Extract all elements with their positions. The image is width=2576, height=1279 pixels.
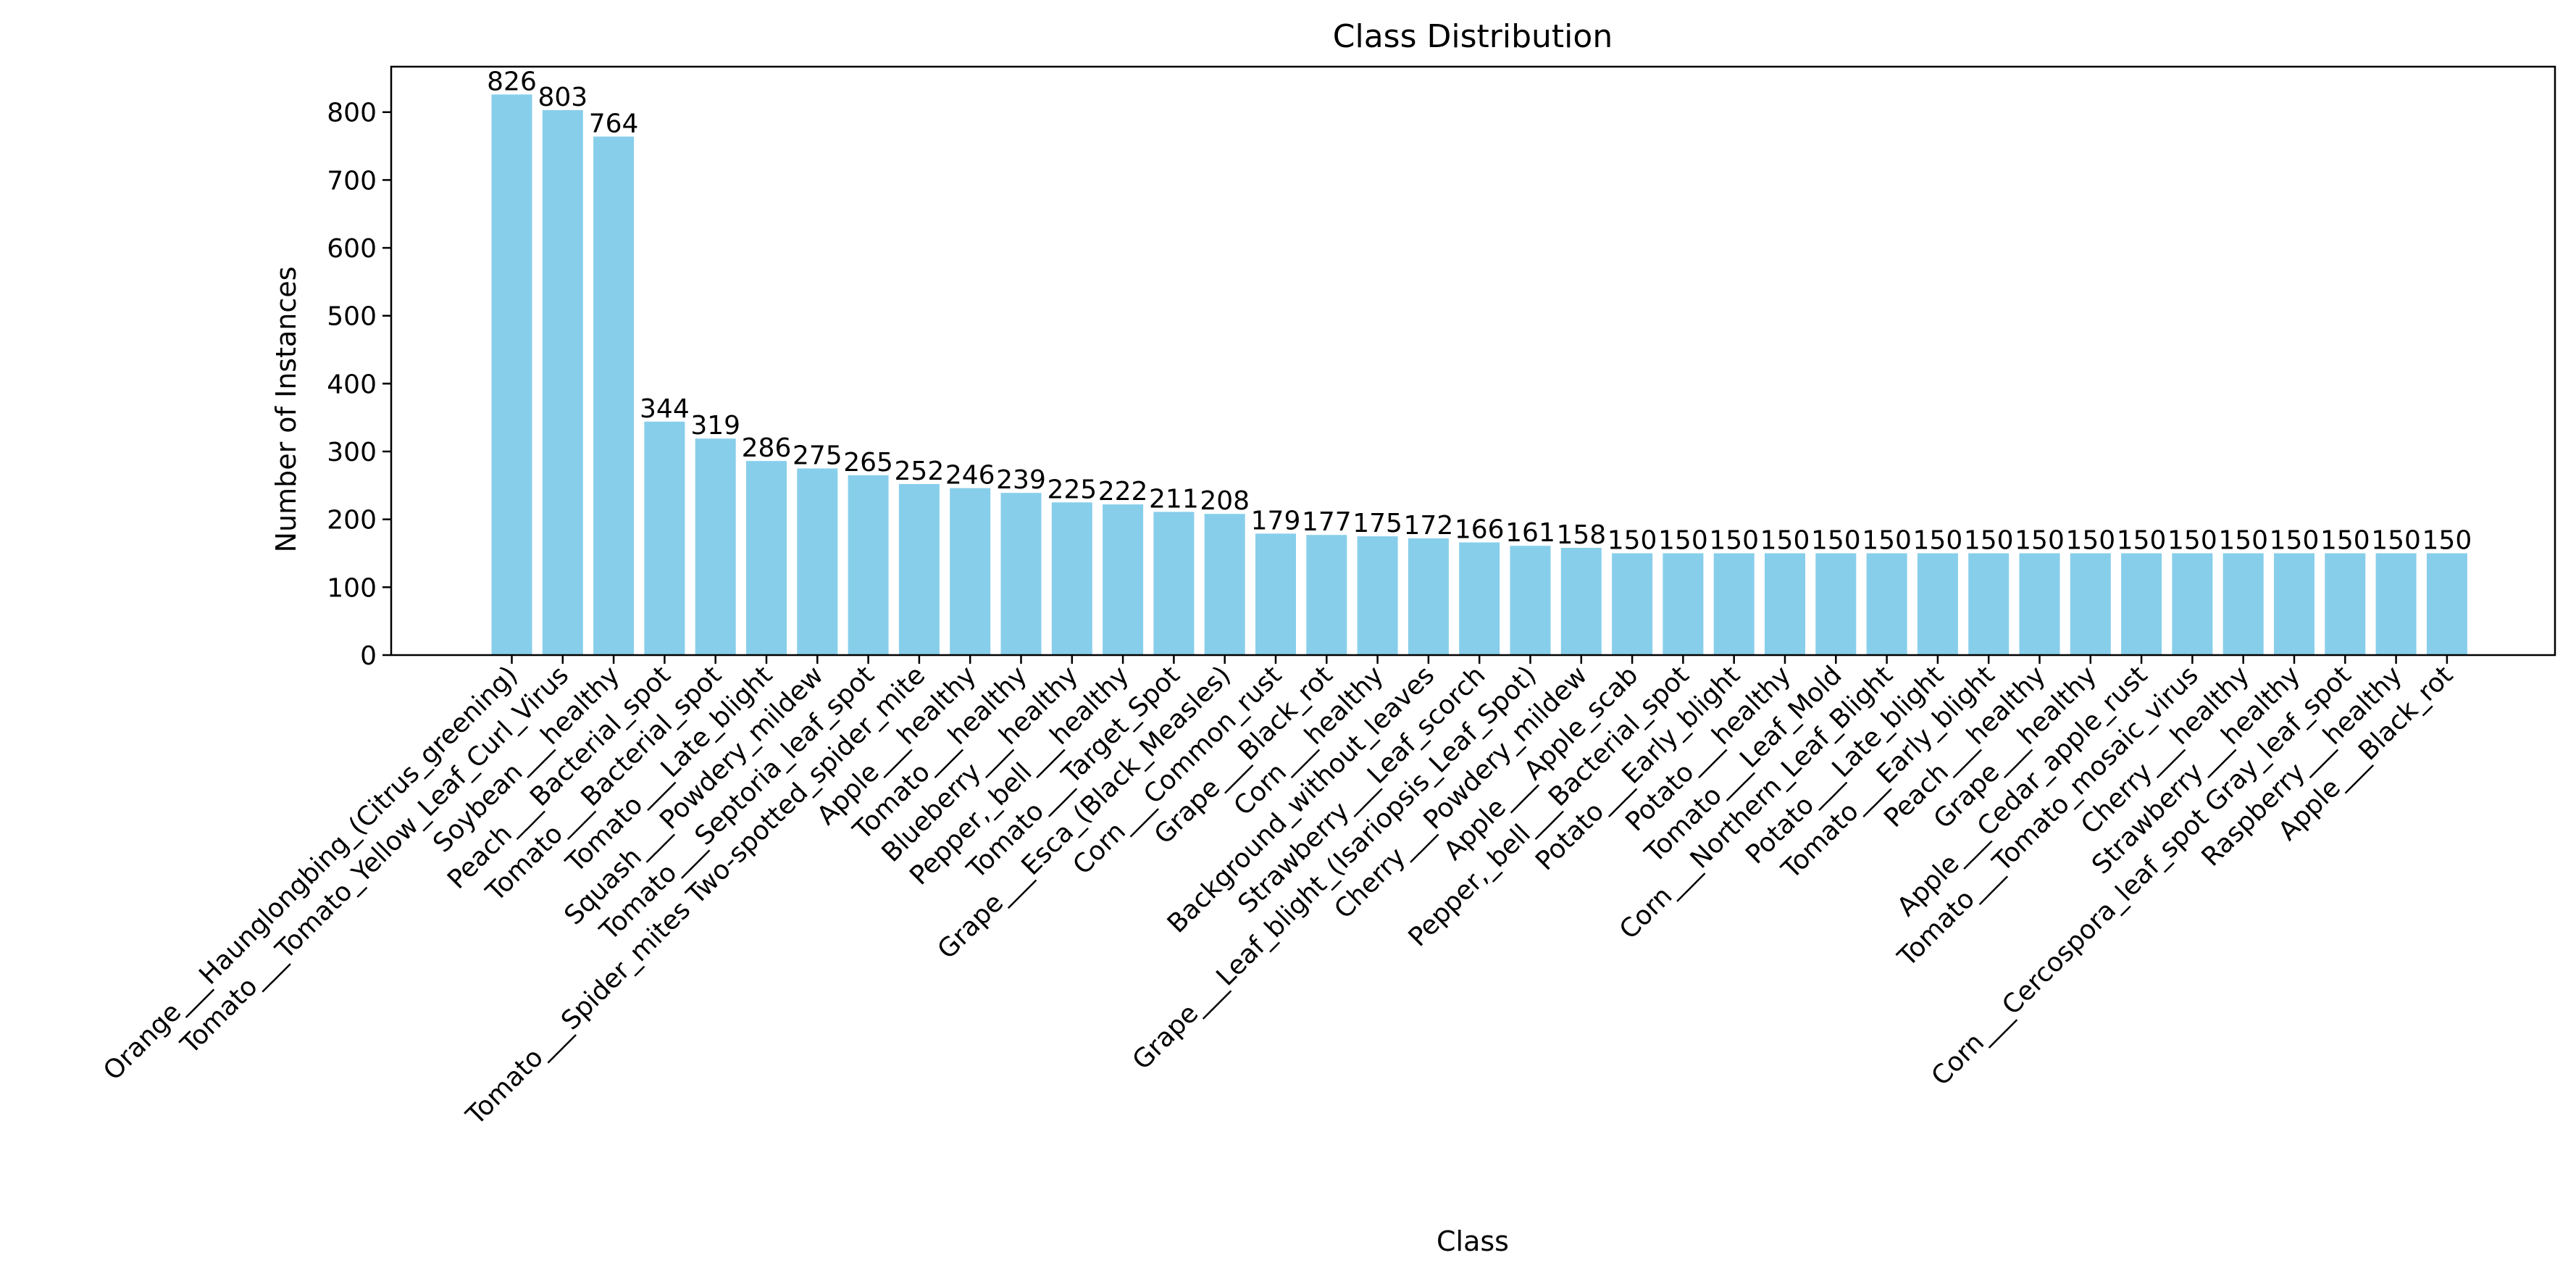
bar — [1408, 538, 1449, 655]
bar-value-label: 265 — [843, 448, 893, 478]
bar — [898, 483, 940, 655]
bar — [542, 109, 583, 656]
bar — [2375, 553, 2417, 655]
bar — [2172, 553, 2213, 655]
bar — [848, 475, 889, 655]
bar-value-label: 246 — [945, 461, 995, 491]
bar-value-label: 252 — [895, 457, 945, 486]
bar — [695, 438, 736, 655]
bar — [1255, 533, 1296, 655]
x-axis-label: Class — [1437, 1225, 1509, 1257]
bar — [1917, 553, 1958, 655]
bar — [1103, 504, 1144, 655]
bar — [1051, 502, 1092, 655]
bar — [593, 136, 635, 656]
bar — [2325, 553, 2366, 655]
bar-value-label: 150 — [1760, 526, 1810, 556]
bar-value-label: 150 — [2371, 526, 2421, 556]
bar — [2019, 553, 2060, 655]
bar — [797, 468, 838, 655]
y-tick-label: 500 — [327, 302, 377, 332]
bar — [746, 461, 787, 655]
bar-value-label: 803 — [538, 83, 587, 112]
bar-value-label: 150 — [2422, 526, 2472, 556]
bar — [1000, 493, 1042, 655]
bar — [950, 488, 991, 655]
bar-value-label: 150 — [1607, 526, 1657, 556]
y-axis-label: Number of Instances — [270, 267, 302, 553]
bar-value-label: 150 — [2167, 526, 2217, 556]
bar-value-label: 222 — [1098, 477, 1148, 507]
bar-value-label: 208 — [1200, 486, 1250, 516]
bar-value-label: 211 — [1149, 484, 1199, 514]
bar-value-label: 319 — [690, 411, 740, 441]
bar — [1663, 553, 1704, 655]
bar-value-label: 175 — [1352, 509, 1402, 538]
bar-value-label: 177 — [1302, 507, 1352, 537]
bar — [491, 94, 532, 656]
bar-value-label: 150 — [2218, 526, 2268, 556]
bar — [2070, 553, 2111, 655]
bar — [1765, 553, 1805, 655]
bar-value-label: 161 — [1505, 518, 1555, 548]
bar — [1612, 553, 1653, 655]
bar-value-label: 150 — [2320, 526, 2370, 556]
bar-value-label: 150 — [2270, 526, 2320, 556]
bar — [2426, 553, 2467, 655]
y-tick-label: 800 — [327, 99, 377, 128]
bar — [1357, 536, 1398, 655]
bar-value-label: 826 — [487, 67, 537, 96]
bar — [1560, 548, 1602, 655]
bar-value-label: 166 — [1455, 515, 1505, 545]
y-tick-label: 200 — [327, 506, 377, 536]
bar — [2222, 553, 2264, 655]
y-tick-label: 100 — [327, 573, 377, 603]
bar-value-label: 158 — [1556, 520, 1606, 550]
y-tick-label: 300 — [327, 438, 377, 467]
y-tick-label: 0 — [360, 641, 377, 671]
bar — [1815, 553, 1857, 655]
bar-value-label: 150 — [2065, 526, 2115, 556]
bar-value-label: 275 — [793, 441, 842, 470]
bar-value-label: 150 — [1709, 526, 1759, 556]
chart-title: Class Distribution — [1333, 18, 1613, 55]
y-axis-ticks: 0 100 200 300 400 500 600 700 800 — [327, 99, 391, 671]
bar-value-label: 150 — [1658, 526, 1708, 556]
bar-value-label: 150 — [2015, 526, 2065, 556]
bar — [1968, 553, 2010, 655]
bar-value-label: 150 — [2117, 526, 2167, 556]
bar — [1866, 553, 1907, 655]
bar — [1153, 512, 1195, 655]
x-axis-ticks: Orange___Haunglongbing_(Citrus_greening)… — [98, 655, 2459, 1131]
bar-value-label: 286 — [742, 433, 792, 463]
bar — [1306, 535, 1347, 655]
bar-value-label: 150 — [1811, 526, 1861, 556]
bar-value-label: 344 — [640, 394, 690, 424]
bar-value-label: 179 — [1251, 506, 1301, 536]
bar-value-label: 150 — [1964, 526, 2014, 556]
bar-value-label: 172 — [1404, 511, 1454, 541]
bar-value-label: 150 — [1913, 526, 1963, 556]
bar — [1510, 546, 1551, 655]
y-tick-label: 400 — [327, 370, 377, 399]
plot-frame — [390, 65, 2556, 657]
y-tick-label: 700 — [327, 166, 377, 196]
bar — [2121, 553, 2162, 655]
y-tick-label: 600 — [327, 234, 377, 264]
bar — [1713, 553, 1755, 655]
bar — [1204, 514, 1245, 655]
bar — [644, 421, 685, 655]
bar-value-label: 150 — [1862, 526, 1912, 556]
bar — [1459, 542, 1500, 655]
bar-value-label: 239 — [996, 465, 1046, 495]
bar-value-label: 225 — [1047, 475, 1097, 504]
bars — [491, 94, 2467, 656]
bar — [2274, 553, 2314, 655]
bar-value-label: 764 — [589, 109, 639, 138]
